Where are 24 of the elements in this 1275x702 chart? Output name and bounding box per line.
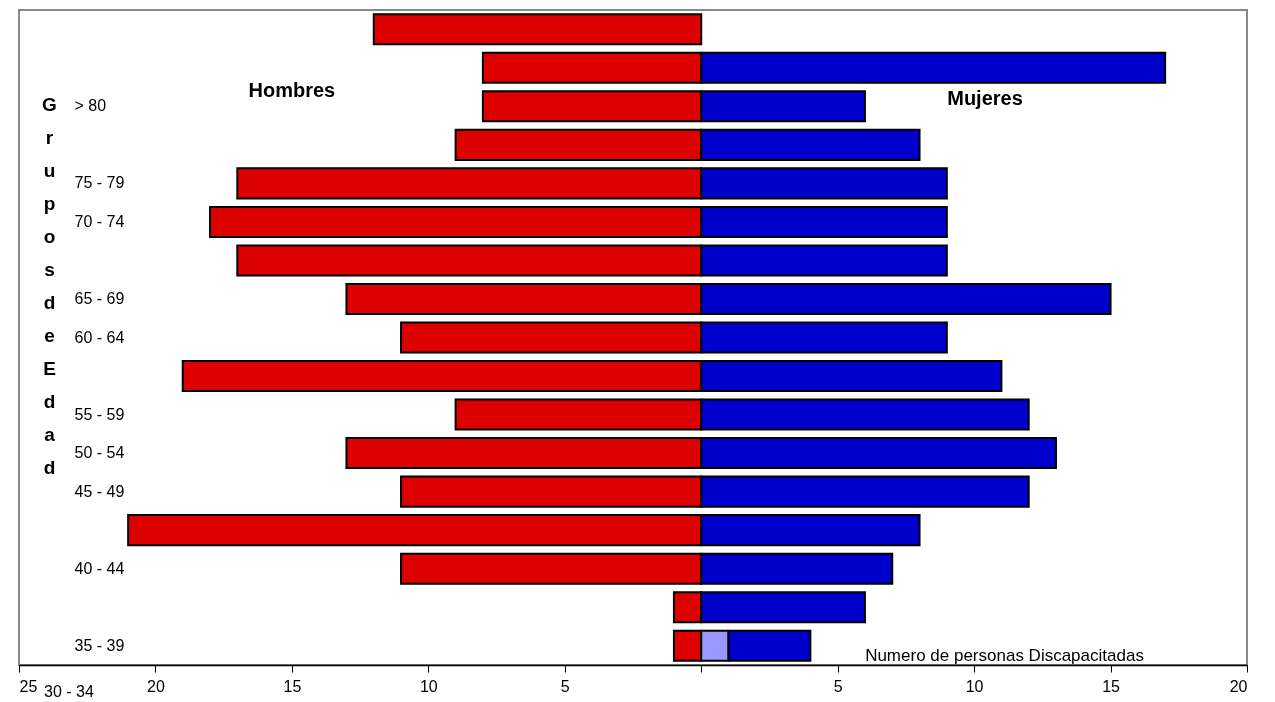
y-tick-label: 50 - 54 (74, 444, 125, 462)
y-tick-label: > 80 (74, 97, 107, 115)
y-tick-label: 40 - 44 (74, 559, 125, 577)
x-tick-label: 5 (560, 677, 570, 695)
y-tick-label: 55 - 59 (74, 405, 125, 423)
y-tick-label: 65 - 69 (74, 289, 125, 307)
text: Grupos de Edad (42, 93, 57, 478)
text: Hombres (248, 79, 336, 102)
x-tick-label: 10 (965, 677, 984, 695)
x-tick-label: 5 (833, 677, 843, 695)
x-tick-label: 20 (147, 677, 165, 695)
y-tick-label: 75 - 79 (74, 174, 125, 192)
y-tick-label: 45 - 49 (74, 482, 125, 500)
series-label: Mujeres (947, 87, 1023, 110)
x-tick-label: 10 (419, 677, 438, 695)
x-tick-label: 15 (283, 677, 302, 695)
y-tick-label: 60 - 64 (74, 328, 125, 346)
x-axis-title: Numero de personas Discapacitadas (865, 645, 1144, 665)
y-tick-label: 35 - 39 (74, 636, 125, 654)
x-tick-label: 25 (19, 677, 38, 695)
y-tick-label: 70 - 74 (74, 212, 125, 230)
text: 30 - 34 (44, 683, 94, 700)
x-tick-label: 15 (1102, 677, 1121, 695)
x-tick-label: 20 (1229, 677, 1248, 695)
